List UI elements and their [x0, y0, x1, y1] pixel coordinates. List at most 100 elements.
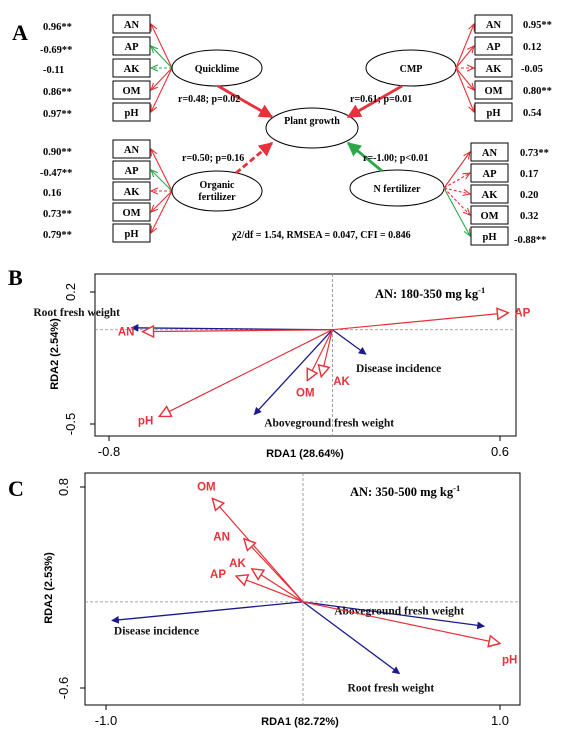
- env-vector-ph-c: [302, 601, 500, 644]
- loading-arrow-quicklime-an: [151, 24, 173, 69]
- path-cmp-to-plant: [346, 84, 403, 119]
- env-vector-ak-c: [252, 569, 304, 603]
- chart-title-c-sup: -1: [453, 483, 460, 493]
- loading-organic-an: 0.90**: [43, 147, 72, 158]
- loading-quicklime-om: 0.86**: [43, 87, 72, 98]
- response-label-root-fresh-weight-c: Root fresh weight: [348, 683, 435, 695]
- env-label-om-b: OM: [296, 388, 315, 400]
- env-vector-ap-c: [236, 576, 304, 603]
- env-vector-om-b: [307, 329, 333, 381]
- response-vector-root-fresh-weight-c: [302, 601, 401, 675]
- plot-frame-b: [94, 273, 517, 437]
- latent-label-organic-line1: Organic: [200, 180, 236, 191]
- response-label-disease-incidence-c: Disease incidence: [114, 626, 199, 638]
- loading-arrow-nfert-an: [443, 152, 470, 189]
- biplot-vectors-b: Root fresh weight Disease incidence Aboveg…: [33, 274, 531, 436]
- response-vector-disease-incidence-b: [332, 329, 367, 355]
- indicator-label-nfert-om: OM: [480, 211, 498, 222]
- xlabel-c: RDA1 (82.72%): [261, 716, 339, 728]
- effect-label-nfert: r=-1.00; p<0.01: [363, 153, 429, 164]
- ytick-c-top: 0.8: [56, 478, 71, 496]
- ytick-b-bottom: -0.5: [63, 413, 78, 435]
- env-vector-ap-b: [332, 313, 508, 331]
- indicator-label-quicklime-ph: pH: [124, 108, 138, 119]
- env-vector-an-c: [244, 539, 304, 603]
- panel-c-letter: C: [8, 476, 24, 501]
- response-label-disease-incidence-b: Disease incidence: [356, 363, 441, 375]
- env-label-ap-c: AP: [210, 569, 226, 581]
- path-nfert-to-plant: [346, 141, 383, 173]
- chart-title-b: AN: 180-350 mg kg-1: [375, 285, 485, 301]
- path-quicklime-to-plant: [217, 84, 274, 119]
- response-vector-aboveground-fresh-weight-b: [253, 329, 333, 416]
- indicator-label-quicklime-om: OM: [122, 86, 140, 97]
- env-label-ph-b: pH: [138, 415, 153, 427]
- env-vector-ph-b: [159, 329, 333, 417]
- indicator-box-organic-om: [112, 202, 151, 222]
- loading-arrow-quicklime-ap: [151, 46, 173, 69]
- latent-label-cmp: CMP: [400, 64, 423, 75]
- loading-organic-ak: 0.16: [43, 188, 61, 199]
- response-vector-root-fresh-weight-b: [130, 323, 333, 332]
- indicator-label-organic-ap: AP: [125, 166, 140, 177]
- response-vector-disease-incidence-c: [111, 601, 304, 624]
- block-quicklime: 0.96** -0.69** -0.11 0.86** 0.97** AN AP…: [40, 14, 263, 122]
- loading-arrow-quicklime-ph: [151, 67, 173, 112]
- loading-arrow-nfert-ap: [443, 173, 470, 189]
- response-vector-aboveground-fresh-weight-c: [302, 601, 486, 630]
- xtick-b-left: -0.8: [98, 444, 120, 459]
- plant-growth-label-line1: Plant growth: [284, 116, 340, 127]
- indicator-box-quicklime-ph: [112, 102, 151, 122]
- indicator-label-nfert-an: AN: [482, 148, 498, 159]
- indicator-box-quicklime-an: [112, 14, 151, 34]
- latent-node-organic-fertilizer: [171, 170, 263, 212]
- plant-growth-label: Plant growth: [284, 116, 340, 127]
- response-label-aboveground-fresh-weight-c: Aboveground fresh weight: [334, 605, 464, 617]
- panel-a-letter: A: [12, 20, 28, 45]
- indicator-box-nfert-om: [470, 205, 509, 225]
- loading-cmp-ap: 0.12: [523, 42, 541, 53]
- loading-arrow-cmp-an: [455, 24, 474, 69]
- indicator-box-organic-ph: [112, 223, 151, 243]
- indicator-box-organic-an: [112, 139, 151, 159]
- indicator-label-cmp-an: AN: [486, 20, 502, 31]
- chart-title-c-text: AN: 350-500 mg kg: [350, 485, 454, 499]
- loading-quicklime-ak: -0.11: [43, 65, 64, 76]
- indicator-box-quicklime-om: [112, 80, 151, 100]
- loading-quicklime-ap: -0.69**: [40, 45, 72, 56]
- loading-organic-ap: -0.47**: [40, 168, 72, 179]
- indicator-label-cmp-ph: pH: [486, 108, 500, 119]
- loading-cmp-an: 0.95**: [523, 20, 552, 31]
- block-n-fertilizer: N fertilizer AN AP AK OM pH 0.73** 0.17 …: [349, 142, 549, 246]
- indicator-box-cmp-an: [474, 14, 513, 34]
- ylabel-b: RDA2 (2.54%): [49, 318, 61, 390]
- loading-arrow-organic-ph: [151, 190, 173, 233]
- effect-label-cmp: r=0.61; p=0.01: [350, 94, 412, 105]
- loading-arrow-organic-an: [151, 149, 173, 192]
- loading-arrow-nfert-ph: [443, 187, 470, 236]
- chart-title-c: AN: 350-500 mg kg-1: [350, 483, 460, 499]
- xtick-b-right: 0.6: [491, 444, 509, 459]
- env-vector-an-b: [143, 330, 333, 332]
- panel-b: B 0.2 -0.5 -0.8 0.6 RDA1 (28.64%) RDA2 (…: [8, 265, 531, 460]
- indicator-label-organic-om: OM: [122, 208, 140, 219]
- indicator-box-organic-ap: [112, 160, 151, 180]
- plant-growth-node: [265, 107, 359, 149]
- loading-quicklime-an: 0.96**: [43, 22, 72, 33]
- indicator-label-cmp-om: OM: [484, 86, 502, 97]
- indicator-label-nfert-ak: AK: [482, 190, 499, 201]
- indicator-box-cmp-ak: [474, 58, 513, 78]
- panel-c: C 0.8 -0.6 -1.0 1.0 RDA1 (82.72%) RDA2 (…: [8, 472, 521, 728]
- latent-label-n-fertilizer: N fertilizer: [374, 184, 421, 195]
- loading-organic-om: 0.73**: [43, 209, 72, 220]
- panel-b-letter: B: [8, 265, 23, 290]
- loading-cmp-ak: -0.05: [521, 64, 543, 75]
- indicator-label-quicklime-ak: AK: [124, 64, 141, 75]
- block-organic-fertilizer: 0.90** -0.47** 0.16 0.73** 0.79** AN AP …: [40, 139, 263, 243]
- path-organic-to-plant: [235, 141, 274, 175]
- latent-node-quicklime: [171, 49, 263, 87]
- effect-label-quicklime: r=0.48; p=0.02: [178, 94, 240, 105]
- loading-organic-ph: 0.79**: [43, 230, 72, 241]
- env-vector-om-c: [212, 498, 304, 603]
- axis-ticks-b: [90, 291, 501, 441]
